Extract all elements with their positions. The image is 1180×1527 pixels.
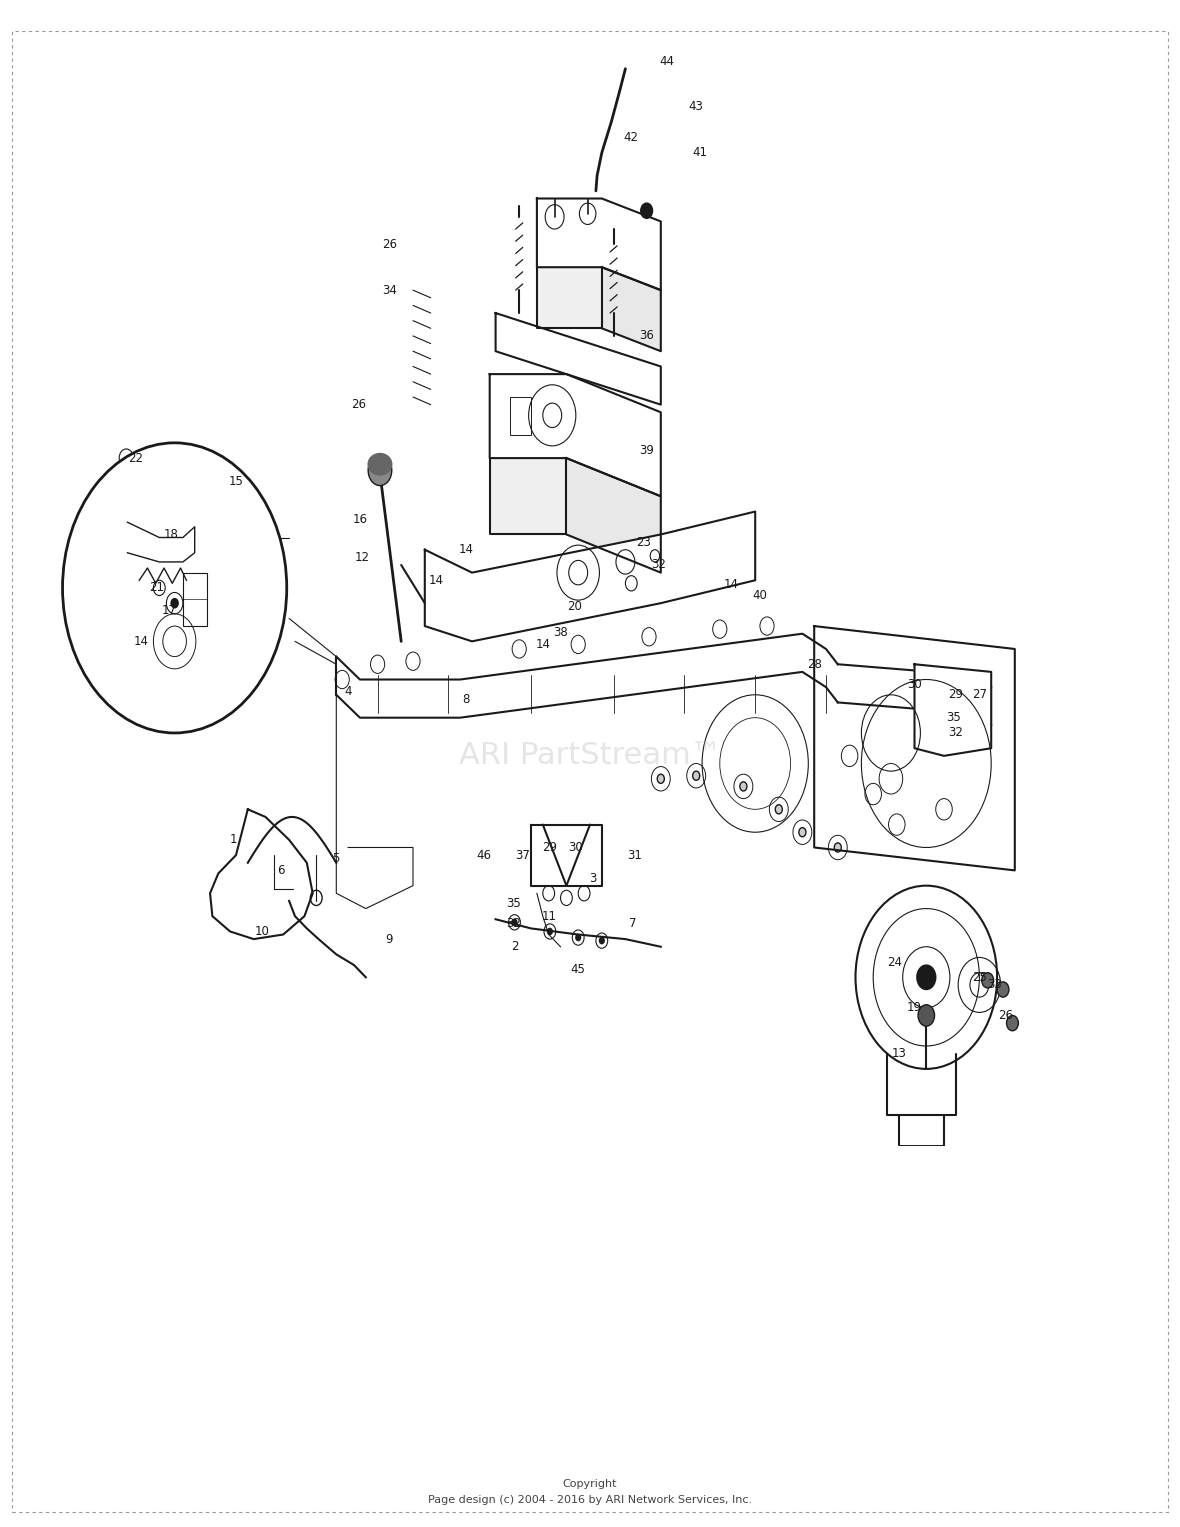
Text: 35: 35	[506, 898, 520, 910]
Polygon shape	[566, 458, 661, 573]
Circle shape	[917, 965, 936, 989]
Circle shape	[740, 782, 747, 791]
Text: 12: 12	[355, 551, 369, 563]
Circle shape	[548, 928, 552, 935]
Text: 19: 19	[907, 1002, 922, 1014]
Polygon shape	[537, 267, 602, 328]
Polygon shape	[602, 267, 661, 351]
Text: 36: 36	[640, 330, 654, 342]
Text: 1: 1	[230, 834, 237, 846]
Text: 13: 13	[892, 1048, 906, 1060]
Text: 28: 28	[807, 658, 821, 670]
Text: Copyright: Copyright	[563, 1480, 617, 1489]
Circle shape	[576, 935, 581, 941]
Text: 14: 14	[430, 574, 444, 586]
Text: 3: 3	[589, 872, 596, 884]
Text: 8: 8	[463, 693, 470, 705]
Circle shape	[657, 774, 664, 783]
Text: 21: 21	[150, 582, 164, 594]
Circle shape	[171, 599, 178, 608]
Circle shape	[641, 203, 653, 218]
Text: 45: 45	[571, 964, 585, 976]
Text: 25: 25	[972, 971, 986, 983]
Polygon shape	[490, 374, 661, 496]
Circle shape	[918, 1005, 935, 1026]
Text: 22: 22	[129, 452, 143, 464]
Circle shape	[512, 919, 517, 925]
Text: 30: 30	[907, 678, 922, 690]
Text: 44: 44	[660, 55, 674, 67]
Circle shape	[997, 982, 1009, 997]
Text: 34: 34	[382, 284, 396, 296]
Circle shape	[63, 443, 287, 733]
Circle shape	[834, 843, 841, 852]
Text: 7: 7	[629, 918, 636, 930]
Polygon shape	[490, 458, 566, 534]
Text: 9: 9	[386, 933, 393, 945]
Text: 16: 16	[353, 513, 367, 525]
Ellipse shape	[368, 454, 392, 475]
Text: 14: 14	[135, 635, 149, 647]
Polygon shape	[914, 664, 991, 756]
Text: 31: 31	[628, 849, 642, 861]
Circle shape	[368, 455, 392, 486]
Circle shape	[599, 938, 604, 944]
Text: 6: 6	[277, 864, 284, 876]
Text: 43: 43	[689, 101, 703, 113]
Text: 15: 15	[229, 475, 243, 487]
Text: 32: 32	[651, 559, 666, 571]
Circle shape	[693, 771, 700, 780]
Text: 41: 41	[693, 147, 707, 159]
Text: 26: 26	[352, 399, 366, 411]
Text: 26: 26	[998, 1009, 1012, 1022]
Text: 10: 10	[255, 925, 269, 938]
Text: 32: 32	[949, 727, 963, 739]
Text: 42: 42	[624, 131, 638, 144]
Text: ARI PartStream™: ARI PartStream™	[459, 742, 721, 770]
Circle shape	[775, 805, 782, 814]
Text: 30: 30	[569, 841, 583, 854]
Text: 37: 37	[516, 849, 530, 861]
Text: 14: 14	[459, 544, 473, 556]
Text: 18: 18	[164, 528, 178, 541]
Text: 11: 11	[542, 910, 556, 922]
Text: 27: 27	[972, 689, 986, 701]
Polygon shape	[537, 199, 661, 290]
Bar	[510, 397, 531, 435]
Text: 17: 17	[162, 605, 176, 617]
Text: 29: 29	[543, 841, 557, 854]
Polygon shape	[425, 512, 755, 641]
Text: 32: 32	[506, 918, 520, 930]
Polygon shape	[814, 626, 1015, 870]
Text: 4: 4	[345, 686, 352, 698]
Text: 46: 46	[477, 849, 491, 861]
Text: 35: 35	[946, 712, 961, 724]
Text: 40: 40	[753, 589, 767, 602]
Text: 38: 38	[553, 626, 568, 638]
Text: 26: 26	[382, 238, 396, 250]
Circle shape	[1007, 1015, 1018, 1031]
Text: 5: 5	[333, 852, 340, 864]
Text: 2: 2	[511, 941, 518, 953]
Text: Page design (c) 2004 - 2016 by ARI Network Services, Inc.: Page design (c) 2004 - 2016 by ARI Netwo…	[428, 1495, 752, 1504]
Circle shape	[799, 828, 806, 837]
Text: 29: 29	[949, 689, 963, 701]
Text: 14: 14	[725, 579, 739, 591]
Text: 23: 23	[636, 536, 650, 548]
Circle shape	[982, 973, 994, 988]
Text: 39: 39	[640, 444, 654, 457]
Text: 24: 24	[887, 956, 902, 968]
Bar	[183, 573, 206, 626]
Text: 20: 20	[568, 600, 582, 612]
Text: 33: 33	[988, 979, 1002, 991]
Text: 14: 14	[536, 638, 550, 651]
